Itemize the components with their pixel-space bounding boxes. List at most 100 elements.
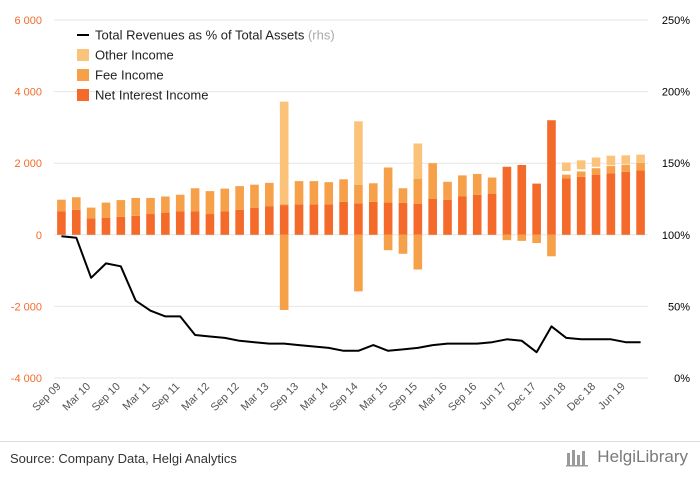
bar-fee-income	[101, 202, 111, 218]
legend-box-swatch	[77, 89, 89, 101]
bar-fee-income	[368, 183, 378, 202]
bar-fee-income	[339, 179, 348, 202]
bar-fee-income	[131, 197, 140, 216]
bar-net-interest-income	[175, 211, 185, 235]
left-axis-tick-label: 6 000	[14, 15, 42, 27]
x-axis-tick-label: Dec 17	[506, 381, 539, 414]
right-axis-ticks: 0% 50% 100% 150% 200% 250%	[662, 15, 690, 385]
legend-label: Total Revenues as % of Total Assets (rhs…	[95, 28, 335, 43]
x-axis-tick-label: Mar 11	[121, 381, 153, 413]
bar-other-income	[279, 101, 289, 205]
bar-fee-income	[57, 199, 66, 212]
bar-net-interest-income	[636, 170, 645, 235]
bar-fee-income	[576, 171, 586, 177]
x-axis-tick-label: Dec 18	[565, 381, 598, 414]
bar-net-interest-income	[294, 204, 304, 235]
bar-net-interest-income	[161, 212, 170, 235]
left-axis-tick-label: -4 000	[11, 373, 42, 385]
brand-logo[interactable]: HelgiLibrary	[565, 447, 688, 467]
bar-net-interest-income	[101, 217, 111, 235]
x-axis-tick-label: Sep 14	[327, 381, 360, 414]
left-axis-tick-label: -2 000	[11, 301, 42, 313]
bar-fee-income	[354, 234, 363, 292]
bar-net-interest-income	[265, 206, 274, 235]
bar-fee-income	[606, 166, 616, 174]
x-axis-tick-label: Sep 10	[90, 381, 123, 414]
bar-fee-income	[398, 188, 408, 203]
revenue-ratio-polyline	[61, 235, 641, 354]
bar-net-interest-income	[621, 171, 631, 235]
bar-net-interest-income	[487, 193, 497, 235]
legend-box-swatch	[77, 49, 89, 61]
bar-net-interest-income	[502, 166, 512, 235]
bar-other-income	[606, 155, 616, 166]
bar-fee-income	[175, 194, 185, 212]
bar-fee-income	[413, 234, 423, 270]
legend-label: Net Interest Income	[95, 88, 208, 103]
bar-net-interest-income	[220, 211, 230, 235]
bar-fee-income	[547, 234, 556, 257]
left-axis-tick-label: 4 000	[14, 87, 42, 99]
bar-net-interest-income	[339, 201, 348, 235]
bar-net-interest-income	[458, 196, 467, 235]
bar-net-interest-income	[517, 164, 527, 235]
bar-net-interest-income	[146, 214, 155, 235]
bar-net-interest-income	[591, 174, 601, 235]
right-axis-tick-label: 200%	[662, 87, 690, 99]
x-axis-tick-label: Mar 10	[61, 381, 94, 414]
bar-other-income	[354, 121, 363, 185]
x-axis-tick-label: Sep 13	[268, 381, 301, 414]
bar-fee-income	[428, 163, 437, 199]
x-axis-tick-label: Sep 16	[446, 381, 479, 414]
left-axis-tick-label: 0	[36, 230, 42, 242]
footer-divider	[0, 441, 700, 442]
bar-fee-income	[116, 200, 126, 217]
x-axis-tick-label: Mar 16	[417, 381, 450, 414]
bar-other-income	[413, 143, 423, 179]
bar-net-interest-income	[606, 173, 616, 235]
bar-fee-income	[265, 182, 274, 207]
bar-net-interest-income	[413, 203, 423, 235]
bar-net-interest-income	[116, 216, 126, 235]
left-axis-ticks: -4 000 -2 000 0 2 000 4 000 6 000	[11, 15, 42, 385]
bar-fee-income	[71, 197, 81, 210]
bar-net-interest-income	[428, 199, 437, 235]
bar-fee-income	[161, 196, 170, 213]
x-axis-tick-label: Sep 11	[150, 381, 183, 414]
x-axis-tick-label: Jun 17	[477, 381, 509, 413]
bar-fee-income	[279, 234, 289, 310]
x-axis-tick-label: Mar 15	[358, 381, 391, 414]
bar-fee-income	[354, 184, 363, 204]
left-axis-tick-label: 2 000	[14, 158, 42, 170]
bar-fee-income	[324, 182, 334, 205]
x-axis-tick-label: Mar 12	[179, 381, 212, 414]
revenue-ratio-line	[61, 235, 641, 354]
bars	[57, 101, 645, 310]
bar-fee-income	[86, 207, 96, 219]
bar-net-interest-income	[368, 201, 378, 235]
legend: Total Revenues as % of Total Assets (rhs…	[77, 28, 335, 103]
bar-fee-income	[443, 181, 452, 200]
bar-fee-income	[458, 175, 467, 197]
x-axis-tick-label: Jun 19	[596, 381, 628, 413]
gridlines	[54, 19, 648, 379]
bar-fee-income	[383, 167, 393, 189]
right-axis-tick-label: 100%	[662, 230, 690, 242]
bar-net-interest-income	[131, 215, 140, 235]
bar-net-interest-income	[443, 199, 452, 235]
bar-net-interest-income	[250, 207, 259, 235]
bar-net-interest-income	[71, 209, 81, 235]
legend-label-suffix: (rhs)	[304, 28, 334, 43]
x-axis-tick-label: Mar 13	[239, 381, 272, 414]
bar-fee-income	[517, 234, 527, 241]
bar-net-interest-income	[383, 202, 393, 235]
bar-net-interest-income	[576, 176, 586, 235]
right-axis-tick-label: 0%	[674, 373, 690, 385]
bar-fee-income	[146, 197, 155, 215]
bar-net-interest-income	[472, 194, 482, 235]
bar-fee-income	[621, 164, 631, 172]
bar-fee-income	[250, 184, 259, 208]
bar-fee-income	[591, 168, 601, 175]
bar-net-interest-income	[279, 205, 289, 235]
